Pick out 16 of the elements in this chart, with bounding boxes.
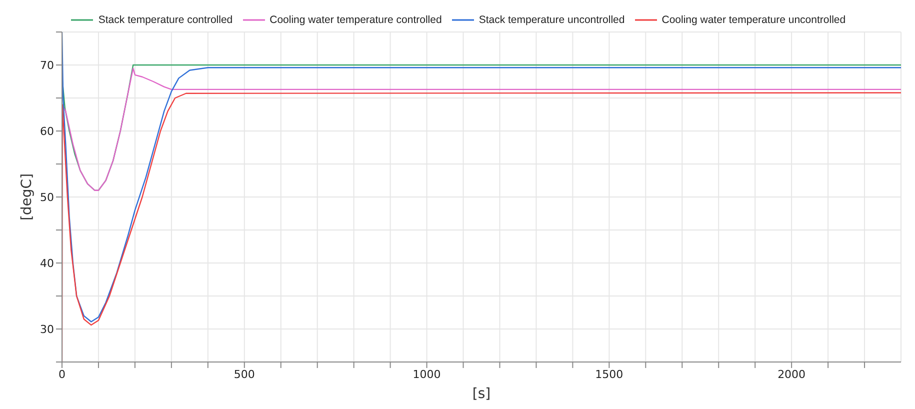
y-axis-title: [degC] xyxy=(18,173,35,221)
y-tick-label: 40 xyxy=(40,256,54,270)
x-tick-label: 2000 xyxy=(778,368,806,381)
legend-label: Cooling water temperature uncontrolled xyxy=(660,14,846,26)
y-tick-label: 50 xyxy=(40,190,54,204)
x-tick-label: 0 xyxy=(58,368,66,381)
y-tick-label: 30 xyxy=(40,322,54,336)
legend-label: Stack temperature controlled xyxy=(97,14,233,26)
y-tick-label: 60 xyxy=(40,124,54,138)
x-axis-title: [s] xyxy=(472,386,491,402)
x-tick-label: 500 xyxy=(234,368,255,381)
y-tick-label: 70 xyxy=(40,58,54,72)
legend-label: Cooling water temperature controlled xyxy=(268,14,442,26)
legend-label: Stack temperature uncontrolled xyxy=(478,14,625,26)
x-tick-label: 1500 xyxy=(595,368,624,381)
x-tick-label: 1000 xyxy=(412,368,441,381)
